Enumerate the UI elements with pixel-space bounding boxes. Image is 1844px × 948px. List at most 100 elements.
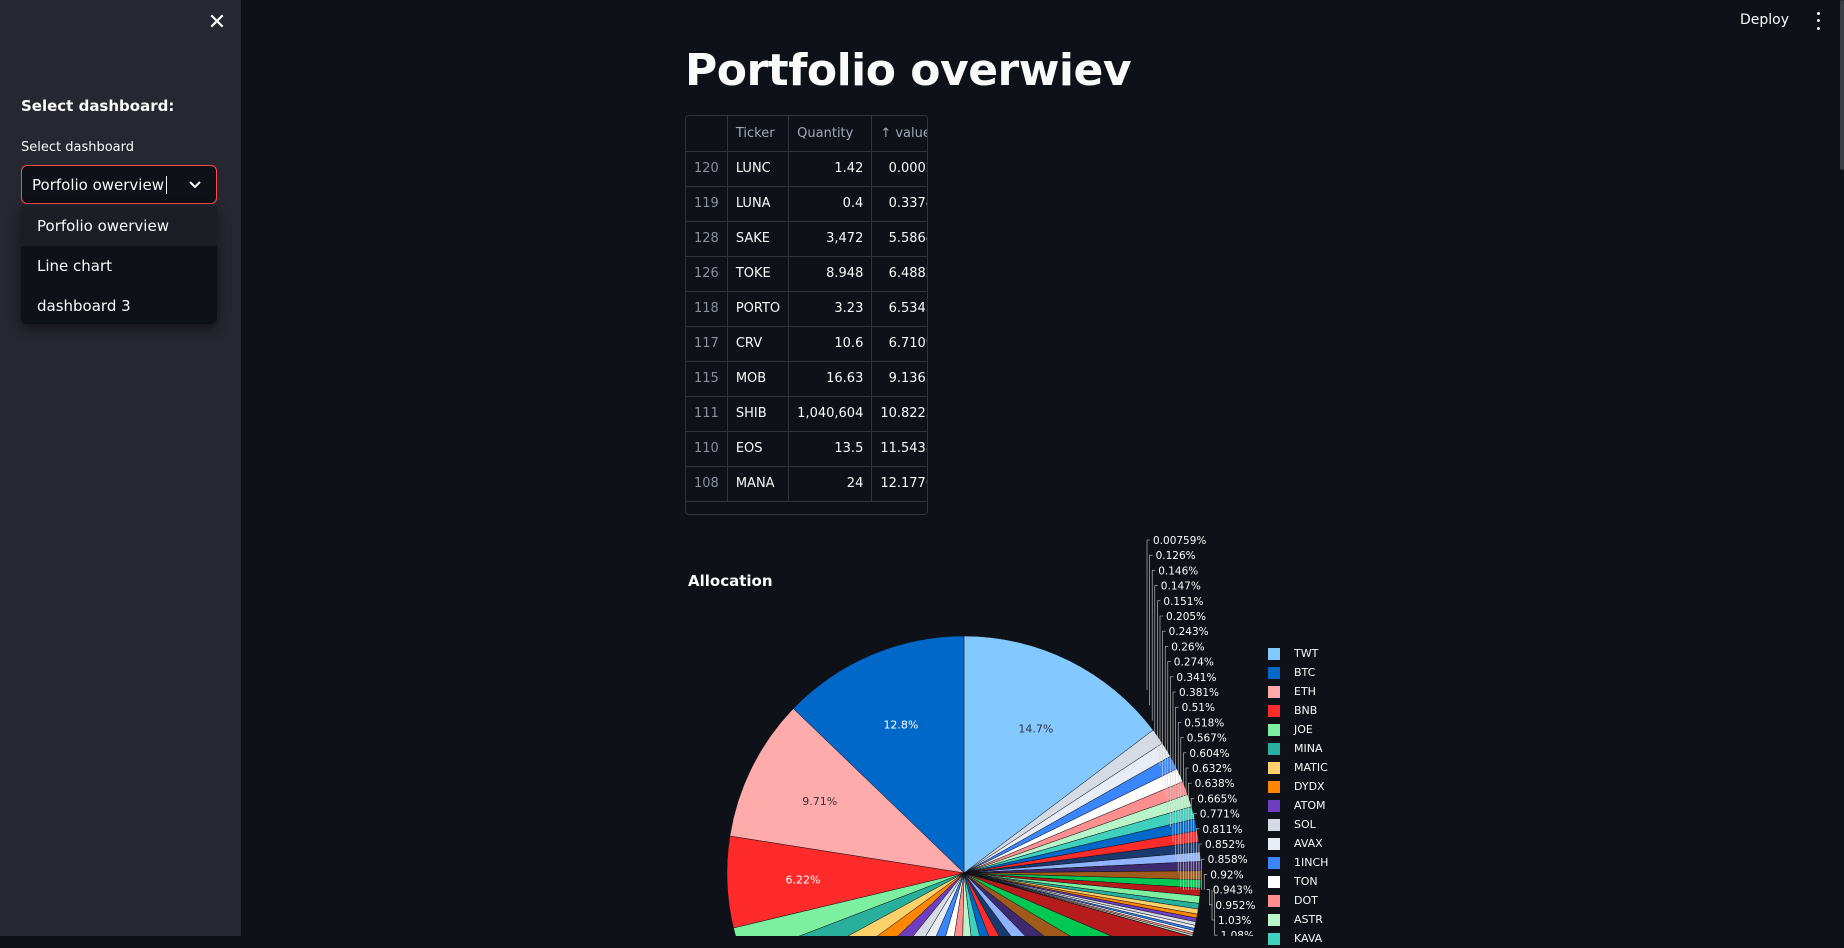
legend-label: SOL <box>1294 818 1316 831</box>
sidebar-heading: Select dashboard: <box>21 97 174 115</box>
legend-item[interactable]: SOL <box>1268 815 1328 834</box>
legend-item[interactable]: KAVA <box>1268 929 1328 948</box>
pie-small-label: 0.638% <box>1195 778 1235 790</box>
main-menu-icon[interactable] <box>1811 10 1825 32</box>
pie-slice-label: 14.7% <box>1018 723 1053 736</box>
pie-small-label: 0.952% <box>1215 900 1255 912</box>
allocation-pie-chart[interactable]: 14.7%12.8%9.71%6.22%0.00759%0.126%0.146%… <box>700 530 1360 936</box>
legend-item[interactable]: TON <box>1268 872 1328 891</box>
cell-quantity: 1.42 <box>789 151 872 186</box>
select-label: Select dashboard <box>21 140 134 155</box>
legend-item[interactable]: MATIC <box>1268 758 1328 777</box>
pie-small-label: 0.92% <box>1210 869 1243 881</box>
chart-legend[interactable]: TWT BTC ETH BNB JOE MINA MATIC DYDX ATOM SOL AVAX 1… <box>1268 644 1328 948</box>
legend-item[interactable]: 1INCH <box>1268 853 1328 872</box>
legend-item[interactable]: BNB <box>1268 701 1328 720</box>
legend-label: TWT <box>1294 647 1318 660</box>
pie-small-label: 0.381% <box>1179 687 1219 699</box>
cell-quantity: 3,472 <box>789 221 872 256</box>
legend-label: DYDX <box>1294 780 1325 793</box>
legend-swatch <box>1268 819 1280 831</box>
legend-item[interactable]: ATOM <box>1268 796 1328 815</box>
pie-small-label: 0.811% <box>1202 824 1242 836</box>
select-dropdown: Porfolio owerview Line chart dashboard 3 <box>21 206 217 324</box>
cell-index: 117 <box>686 326 727 361</box>
table-body: 120LUNC1.420.0002119LUNA0.40.3374128SAKE… <box>686 151 928 501</box>
legend-swatch <box>1268 705 1280 717</box>
legend-item[interactable]: TWT <box>1268 644 1328 663</box>
pie-small-label: 0.858% <box>1208 854 1248 866</box>
legend-item[interactable]: DYDX <box>1268 777 1328 796</box>
option-dashboard-3[interactable]: dashboard 3 <box>21 286 217 326</box>
legend-label: AVAX <box>1294 837 1323 850</box>
legend-swatch <box>1268 724 1280 736</box>
legend-label: BTC <box>1294 666 1315 679</box>
pie-small-label: 0.852% <box>1205 839 1245 851</box>
option-portfolio[interactable]: Porfolio owerview <box>21 206 217 246</box>
pie-small-label: 0.665% <box>1197 793 1237 805</box>
legend-item[interactable]: JOE <box>1268 720 1328 739</box>
legend-swatch <box>1268 648 1280 660</box>
legend-item[interactable]: ETH <box>1268 682 1328 701</box>
cell-ticker: MANA <box>727 466 788 501</box>
pie-small-label: 0.771% <box>1200 809 1240 821</box>
text-caret <box>166 176 167 194</box>
pie-small-label: 0.146% <box>1158 565 1198 577</box>
legend-label: DOT <box>1294 894 1318 907</box>
pie-small-label: 0.518% <box>1184 717 1224 729</box>
col-value[interactable]: ↑ value <box>872 116 928 151</box>
cell-value: 5.5864 <box>872 221 928 256</box>
legend-item[interactable]: AVAX <box>1268 834 1328 853</box>
legend-swatch <box>1268 895 1280 907</box>
close-sidebar-icon[interactable]: ✕ <box>206 12 228 34</box>
cell-quantity: 13.5 <box>789 431 872 466</box>
legend-item[interactable]: MINA <box>1268 739 1328 758</box>
dashboard-select[interactable]: Porfolio owerview <box>21 165 217 204</box>
option-line-chart[interactable]: Line chart <box>21 246 217 286</box>
cell-quantity: 0.4 <box>789 186 872 221</box>
cell-quantity: 16.63 <box>789 361 872 396</box>
cell-index: 115 <box>686 361 727 396</box>
legend-label: MATIC <box>1294 761 1328 774</box>
cell-index: 119 <box>686 186 727 221</box>
legend-swatch <box>1268 800 1280 812</box>
deploy-button[interactable]: Deploy <box>1740 12 1789 28</box>
chevron-down-icon[interactable] <box>186 175 204 193</box>
legend-item[interactable]: ASTR <box>1268 910 1328 929</box>
cell-ticker: EOS <box>727 431 788 466</box>
cell-index: 126 <box>686 256 727 291</box>
legend-label: ATOM <box>1294 799 1326 812</box>
legend-item[interactable]: BTC <box>1268 663 1328 682</box>
legend-label: 1INCH <box>1294 856 1328 869</box>
cell-value: 10.8223 <box>872 396 928 431</box>
scrollbar[interactable] <box>1840 0 1844 170</box>
legend-label: KAVA <box>1294 932 1322 945</box>
cell-quantity: 3.23 <box>789 291 872 326</box>
col-quantity[interactable]: Quantity <box>789 116 872 151</box>
legend-swatch <box>1268 857 1280 869</box>
legend-swatch <box>1268 762 1280 774</box>
sidebar: ✕ Select dashboard: Select dashboard Por… <box>0 0 241 936</box>
pie-small-label: 0.205% <box>1166 611 1206 623</box>
pie-small-label: 0.00759% <box>1153 535 1206 547</box>
pie-small-label: 1.03% <box>1218 915 1251 927</box>
legend-label: BNB <box>1294 704 1317 717</box>
cell-value: 11.5438 <box>872 431 928 466</box>
legend-label: JOE <box>1294 723 1313 736</box>
pie-small-label: 0.126% <box>1156 550 1196 562</box>
legend-swatch <box>1268 838 1280 850</box>
col-ticker[interactable]: Ticker <box>727 116 788 151</box>
legend-item[interactable]: DOT <box>1268 891 1328 910</box>
legend-swatch <box>1268 667 1280 679</box>
